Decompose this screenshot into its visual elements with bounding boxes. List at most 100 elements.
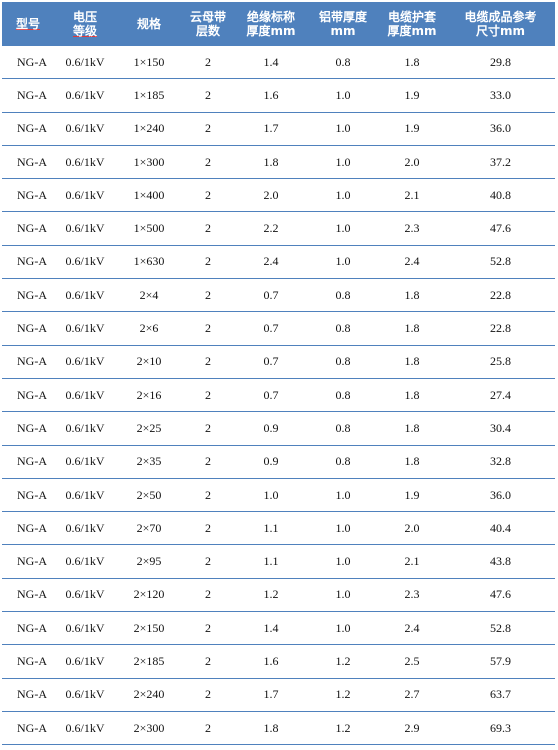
insulation-thickness-cell: 1.1	[234, 544, 308, 579]
voltage-cell: 0.6/1kV	[54, 211, 116, 246]
insulation-thickness-cell: 1.0	[234, 478, 308, 513]
reference-diameter-cell: 36.0	[446, 478, 555, 513]
specification-cell: 2×16	[116, 378, 182, 413]
model-cell: NG-A	[2, 478, 54, 513]
mica-layers-cell: 2	[182, 478, 234, 513]
insulation-thickness-cell: 1.6	[234, 644, 308, 679]
aluminum-tape-thickness-cell: 0.8	[308, 345, 378, 379]
model-cell: NG-A	[2, 345, 54, 379]
insulation-thickness-cell: 1.8	[234, 145, 308, 180]
mica-layers-cell: 2	[182, 511, 234, 546]
insulation-thickness-cell: 1.2	[234, 578, 308, 613]
table-row: NG-A 0.6/1kV 2×70 2 1.1 1.0 2.0 40.4	[2, 511, 555, 546]
reference-diameter-cell: 63.7	[446, 678, 555, 712]
voltage-cell: 0.6/1kV	[54, 478, 116, 513]
voltage-cell: 0.6/1kV	[54, 245, 116, 280]
mica-layers-cell: 2	[182, 678, 234, 712]
table-row: NG-A 0.6/1kV 2×300 2 1.8 1.2 2.9 69.3	[2, 711, 555, 746]
specification-cell: 1×400	[116, 178, 182, 213]
table-row: NG-A 0.6/1kV 1×630 2 2.4 1.0 2.4 52.8	[2, 245, 555, 280]
model-cell: NG-A	[2, 112, 54, 146]
mica-layers-cell: 2	[182, 611, 234, 646]
aluminum-tape-thickness-cell: 1.0	[308, 511, 378, 546]
insulation-thickness-cell: 1.6	[234, 78, 308, 113]
model-cell: NG-A	[2, 145, 54, 180]
sheath-thickness-cell: 1.8	[378, 278, 446, 313]
aluminum-tape-thickness-cell: 1.0	[308, 578, 378, 613]
sheath-thickness-cell: 2.5	[378, 644, 446, 679]
voltage-cell: 0.6/1kV	[54, 45, 116, 80]
aluminum-tape-thickness-cell: 1.0	[308, 145, 378, 180]
specification-cell: 2×50	[116, 478, 182, 513]
sheath-thickness-cell: 1.9	[378, 478, 446, 513]
mica-layers-cell: 2	[182, 211, 234, 246]
aluminum-tape-thickness-cell: 0.8	[308, 45, 378, 80]
insulation-thickness-cell: 0.9	[234, 445, 308, 479]
reference-diameter-cell: 25.8	[446, 345, 555, 379]
table-row: NG-A 0.6/1kV 1×150 2 1.4 0.8 1.8 29.8	[2, 45, 555, 80]
model-cell: NG-A	[2, 445, 54, 479]
header-sheath-thickness: 电缆护套 厚度mm	[378, 2, 446, 46]
specification-cell: 2×70	[116, 511, 182, 546]
aluminum-tape-thickness-cell: 1.2	[308, 644, 378, 679]
voltage-cell: 0.6/1kV	[54, 511, 116, 546]
voltage-cell: 0.6/1kV	[54, 78, 116, 113]
aluminum-tape-thickness-cell: 0.8	[308, 378, 378, 413]
reference-diameter-cell: 36.0	[446, 112, 555, 146]
aluminum-tape-thickness-cell: 1.2	[308, 678, 378, 712]
voltage-cell: 0.6/1kV	[54, 145, 116, 180]
insulation-thickness-cell: 1.7	[234, 112, 308, 146]
model-cell: NG-A	[2, 644, 54, 679]
table-row: NG-A 0.6/1kV 1×185 2 1.6 1.0 1.9 33.0	[2, 78, 555, 113]
specification-cell: 2×35	[116, 445, 182, 479]
mica-layers-cell: 2	[182, 644, 234, 679]
sheath-thickness-cell: 1.8	[378, 45, 446, 80]
reference-diameter-cell: 22.8	[446, 278, 555, 313]
sheath-thickness-cell: 1.9	[378, 78, 446, 113]
aluminum-tape-thickness-cell: 1.0	[308, 544, 378, 579]
aluminum-tape-thickness-cell: 0.8	[308, 445, 378, 479]
sheath-thickness-cell: 1.8	[378, 411, 446, 446]
header-aluminum-tape-thickness: 铝带厚度 mm	[308, 2, 378, 46]
reference-diameter-cell: 69.3	[446, 711, 555, 746]
specification-cell: 1×500	[116, 211, 182, 246]
voltage-cell: 0.6/1kV	[54, 544, 116, 579]
mica-layers-cell: 2	[182, 145, 234, 180]
reference-diameter-cell: 27.4	[446, 378, 555, 413]
specification-cell: 1×150	[116, 45, 182, 80]
voltage-cell: 0.6/1kV	[54, 644, 116, 679]
voltage-cell: 0.6/1kV	[54, 178, 116, 213]
voltage-cell: 0.6/1kV	[54, 378, 116, 413]
table-row: NG-A 0.6/1kV 2×10 2 0.7 0.8 1.8 25.8	[2, 345, 555, 379]
mica-layers-cell: 2	[182, 178, 234, 213]
model-cell: NG-A	[2, 711, 54, 746]
aluminum-tape-thickness-cell: 1.0	[308, 112, 378, 146]
insulation-thickness-cell: 0.7	[234, 311, 308, 346]
aluminum-tape-thickness-cell: 1.2	[308, 711, 378, 746]
voltage-cell: 0.6/1kV	[54, 611, 116, 646]
insulation-thickness-cell: 1.4	[234, 45, 308, 80]
reference-diameter-cell: 30.4	[446, 411, 555, 446]
aluminum-tape-thickness-cell: 0.8	[308, 278, 378, 313]
sheath-thickness-cell: 2.3	[378, 578, 446, 613]
sheath-thickness-cell: 2.7	[378, 678, 446, 712]
aluminum-tape-thickness-cell: 0.8	[308, 411, 378, 446]
model-cell: NG-A	[2, 611, 54, 646]
specification-cell: 2×25	[116, 411, 182, 446]
reference-diameter-cell: 57.9	[446, 644, 555, 679]
mica-layers-cell: 2	[182, 78, 234, 113]
model-cell: NG-A	[2, 278, 54, 313]
specification-cell: 2×185	[116, 644, 182, 679]
specification-cell: 1×300	[116, 145, 182, 180]
model-cell: NG-A	[2, 245, 54, 280]
specification-cell: 1×240	[116, 112, 182, 146]
header-model: 型号	[2, 2, 54, 46]
mica-layers-cell: 2	[182, 112, 234, 146]
specification-cell: 2×150	[116, 611, 182, 646]
voltage-cell: 0.6/1kV	[54, 345, 116, 379]
header-voltage-grade: 电压 等级	[54, 2, 116, 46]
mica-layers-cell: 2	[182, 711, 234, 746]
table-row: NG-A 0.6/1kV 1×500 2 2.2 1.0 2.3 47.6	[2, 211, 555, 246]
table-row: NG-A 0.6/1kV 2×95 2 1.1 1.0 2.1 43.8	[2, 544, 555, 579]
